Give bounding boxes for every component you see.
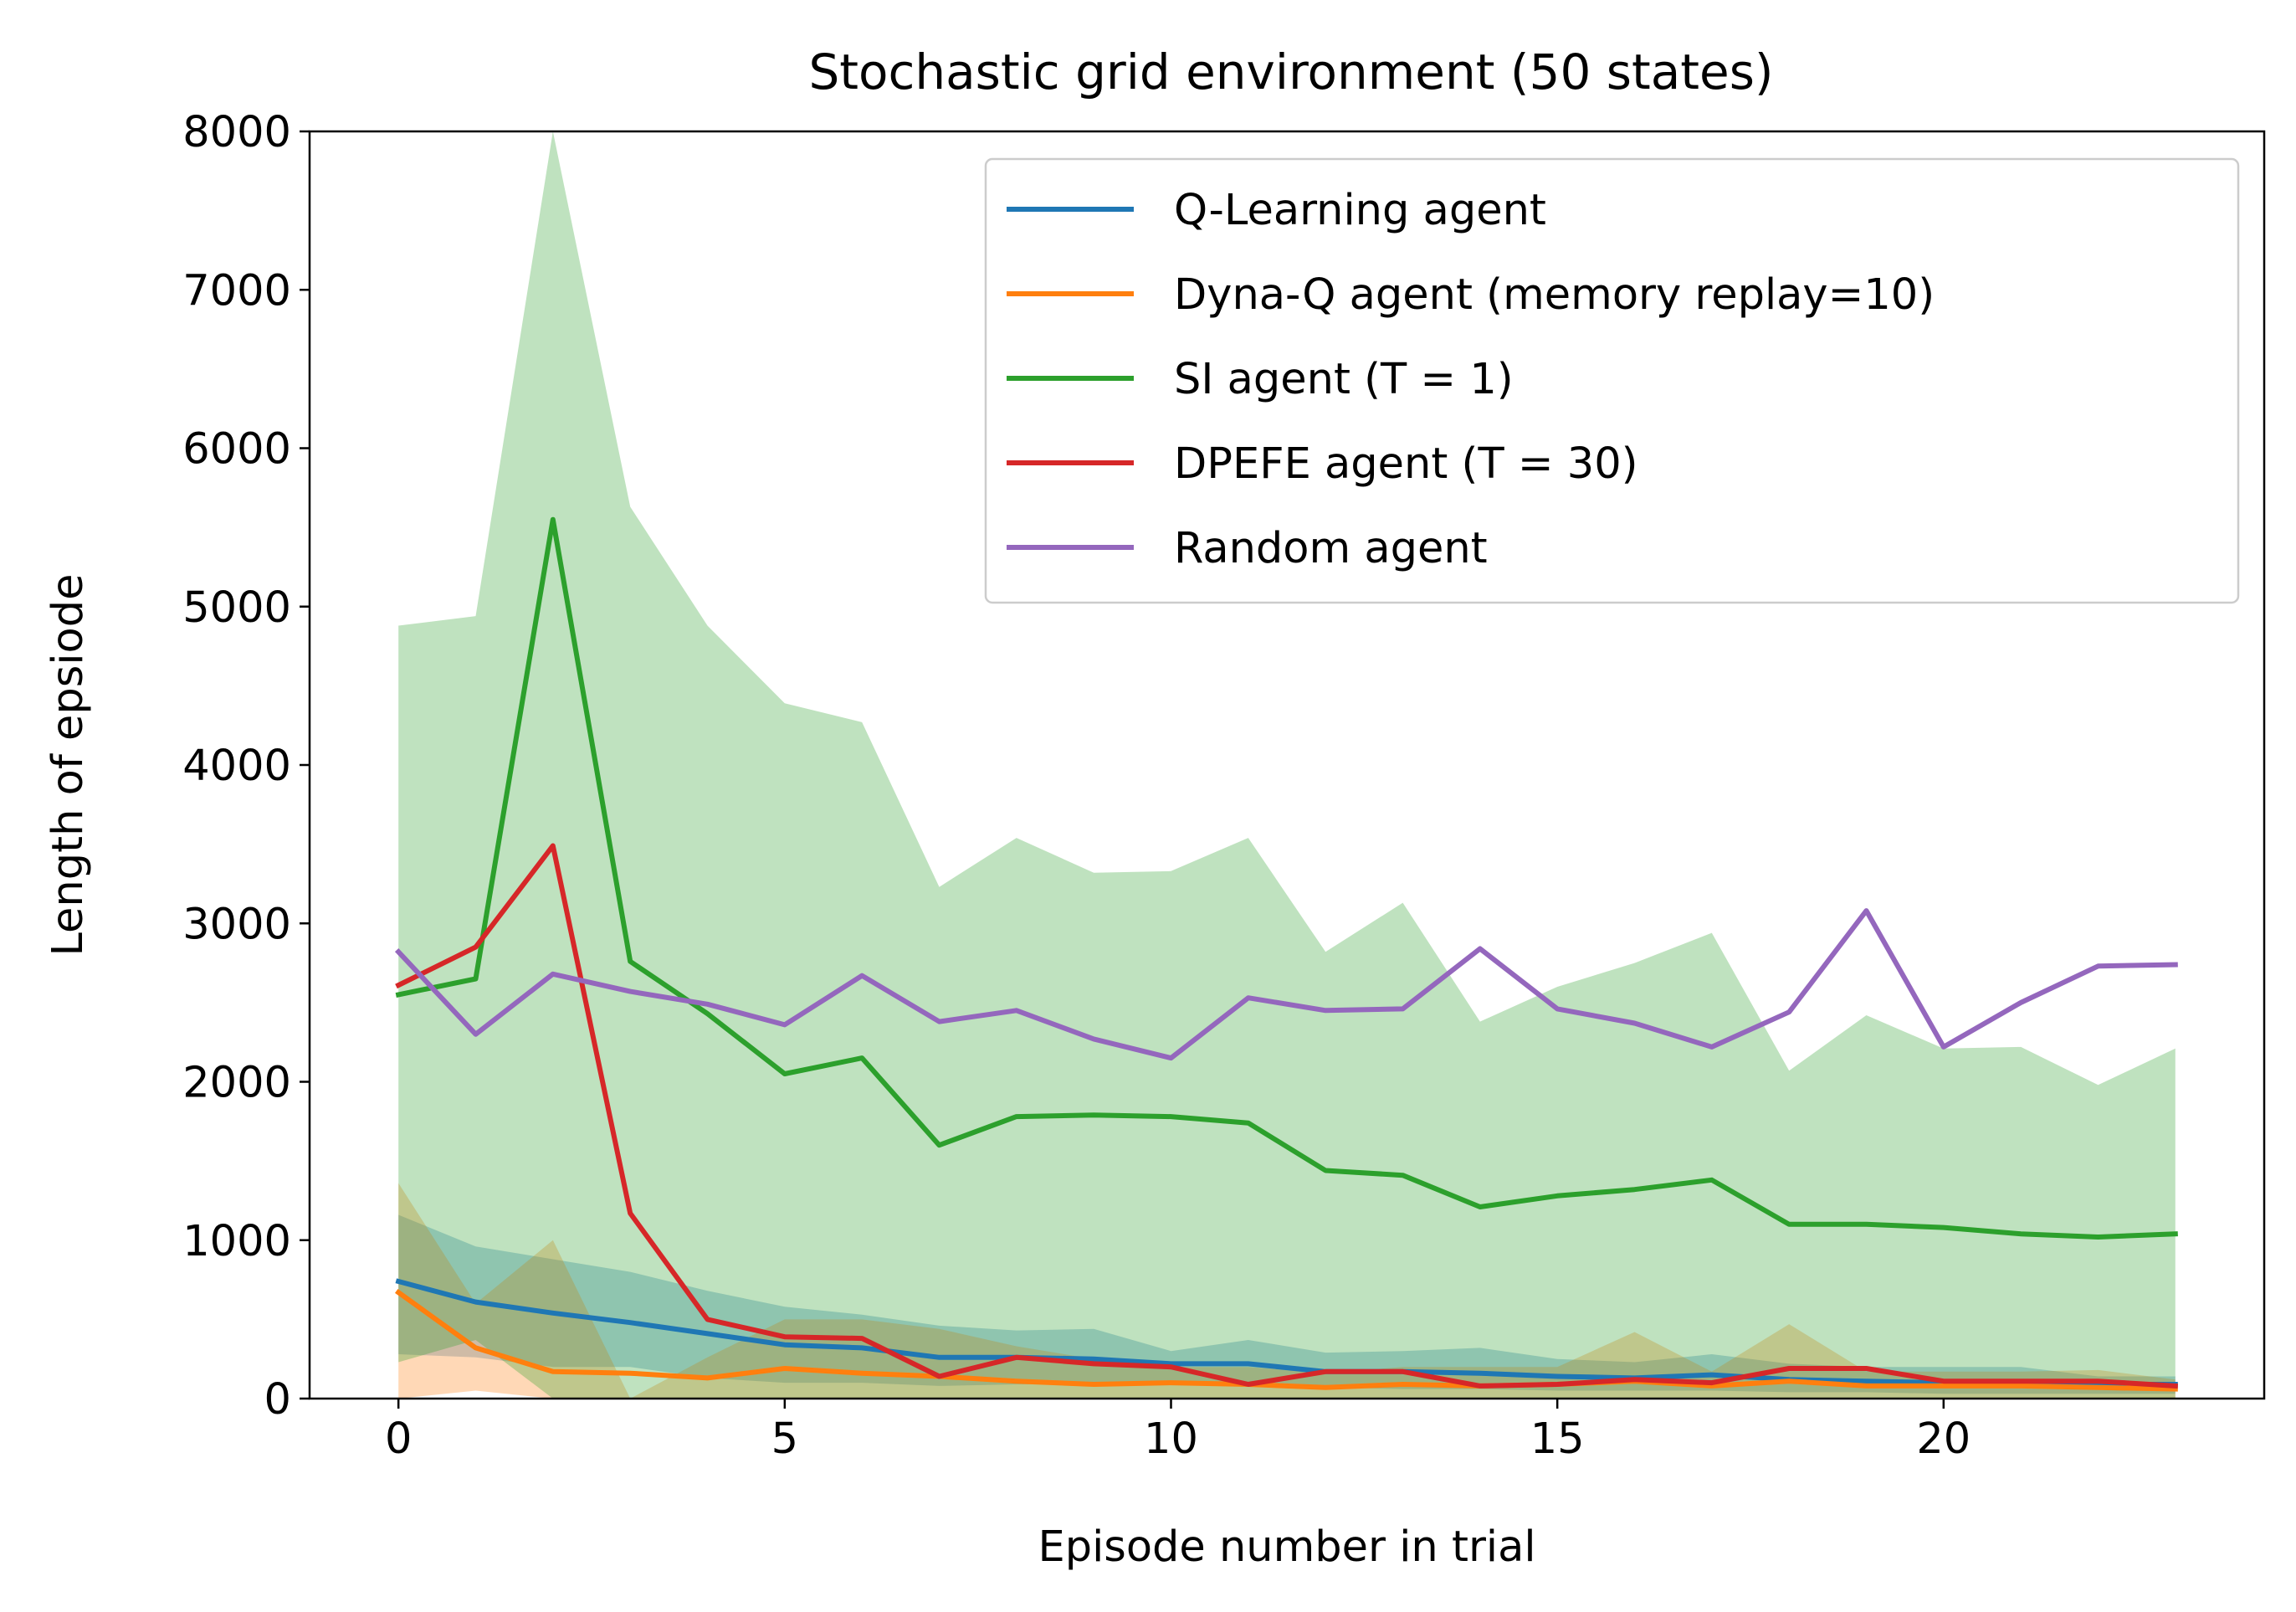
series-lines [394, 516, 2178, 1392]
y-tick-label: 2000 [182, 1059, 291, 1108]
legend-box [984, 157, 2240, 604]
x-tick-label: 15 [1530, 1414, 1585, 1464]
y-tick-label: 8000 [182, 108, 291, 157]
x-tick-label: 20 [1916, 1414, 1971, 1464]
chart-title: Stochastic grid environment (50 states) [808, 44, 1773, 100]
y-tick-label: 6000 [182, 425, 291, 475]
y-tick-label: 4000 [182, 742, 291, 791]
legend-label-random-agent: Random agent [1174, 524, 1488, 573]
x-tick-label: 0 [385, 1414, 412, 1464]
x-tick-label: 10 [1144, 1414, 1198, 1464]
y-tick-label: 3000 [182, 900, 291, 949]
line-random-agent [394, 908, 2178, 1061]
legend-label-si-agent-t-1: SI agent (T = 1) [1174, 355, 1514, 404]
y-axis-label: Length of epsiode [44, 574, 93, 957]
legend-label-q-learning-agent: Q-Learning agent [1174, 186, 1546, 235]
y-axis: 0 1000 2000 3000 4000 5000 6000 7000 8000 [182, 108, 310, 1425]
y-tick-label: 5000 [182, 583, 291, 633]
x-tick-label: 5 [771, 1414, 798, 1464]
y-tick-label: 1000 [182, 1217, 291, 1266]
line-q-learning-agent [395, 1278, 2178, 1387]
line-dpefe-agent-t-30 [395, 843, 2178, 1389]
line-si-agent-t-1 [395, 516, 2178, 1240]
band-si-agent-t-1 [398, 131, 2176, 1399]
legend-label-dpefe-agent-t-30: DPEFE agent (T = 30) [1174, 439, 1638, 489]
x-axis: 0 5 10 15 20 [385, 1399, 1971, 1464]
legend: Q-Learning agent Dyna-Q agent (memory rep… [984, 157, 2240, 604]
legend-label-dyna-q-agent-memory-replay-10: Dyna-Q agent (memory replay=10) [1174, 270, 1935, 320]
y-tick-label: 7000 [182, 266, 291, 316]
x-axis-label: Episode number in trial [1038, 1522, 1535, 1572]
y-tick-label: 0 [264, 1375, 291, 1425]
line-dyna-q-agent-memory-replay-10 [395, 1289, 2178, 1392]
